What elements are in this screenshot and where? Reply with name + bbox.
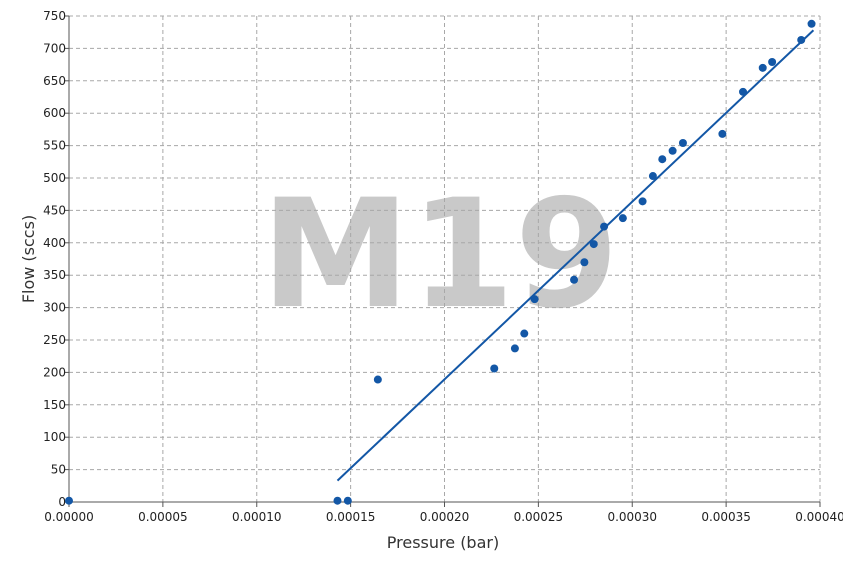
y-axis-ticks: 0 50 100 150 200 250 300 350 400 450 500 550 600 650 7…: [43, 9, 69, 509]
x-tick-label: 0.00015: [326, 510, 376, 524]
data-point: [570, 275, 579, 284]
x-tick-label: 0.00035: [701, 510, 751, 524]
data-point: [343, 496, 352, 505]
data-point: [807, 19, 816, 28]
y-tick-label: 150: [43, 398, 66, 412]
y-tick-label: 250: [43, 333, 66, 347]
data-point: [638, 197, 647, 206]
data-point: [718, 129, 727, 138]
y-tick-label: 650: [43, 74, 66, 88]
y-tick-label: 500: [43, 171, 66, 185]
data-point: [678, 139, 687, 148]
x-tick-label: 0.00005: [138, 510, 188, 524]
x-tick-label: 0.00000: [44, 510, 94, 524]
data-points: [65, 19, 816, 505]
y-tick-label: 600: [43, 106, 66, 120]
data-point: [65, 496, 73, 505]
y-tick-label: 0: [58, 495, 66, 509]
y-tick-label: 50: [51, 463, 66, 477]
y-tick-label: 750: [43, 9, 66, 23]
m19-watermark-logo: M19: [261, 168, 619, 342]
fit-line-group: [336, 29, 815, 482]
x-axis-ticks: 0.00000 0.00005 0.00010 0.00015 0.00020 0.000…: [44, 502, 843, 524]
x-axis-title: Pressure (bar): [387, 533, 499, 552]
y-axis-title: Flow (sccs): [19, 215, 38, 303]
data-point: [520, 329, 529, 338]
data-point: [758, 63, 767, 72]
x-tick-label: 0.00020: [420, 510, 470, 524]
data-point: [490, 364, 499, 373]
y-tick-label: 350: [43, 268, 66, 282]
watermark-text: M19: [261, 168, 619, 342]
data-point: [797, 35, 806, 44]
data-point: [333, 496, 342, 505]
data-point: [580, 258, 589, 267]
y-tick-label: 100: [43, 430, 66, 444]
data-point: [530, 295, 539, 304]
gridlines: [69, 15, 821, 502]
data-point: [739, 87, 748, 96]
data-point: [618, 214, 627, 223]
data-point: [373, 375, 382, 384]
x-tick-label: 0.00040: [795, 510, 843, 524]
x-tick-label: 0.00030: [607, 510, 657, 524]
y-tick-label: 550: [43, 139, 66, 153]
data-point: [510, 344, 519, 353]
data-point: [600, 222, 609, 231]
fit-line: [336, 29, 815, 482]
y-tick-label: 400: [43, 236, 66, 250]
data-point: [589, 240, 598, 249]
y-tick-label: 700: [43, 41, 66, 55]
data-point: [668, 146, 677, 155]
data-point: [648, 172, 657, 181]
x-tick-label: 0.00010: [232, 510, 282, 524]
data-point: [658, 155, 667, 164]
y-tick-label: 300: [43, 301, 66, 315]
x-tick-label: 0.00025: [514, 510, 564, 524]
data-point: [768, 58, 777, 67]
y-tick-label: 200: [43, 365, 66, 379]
y-tick-label: 450: [43, 203, 66, 217]
